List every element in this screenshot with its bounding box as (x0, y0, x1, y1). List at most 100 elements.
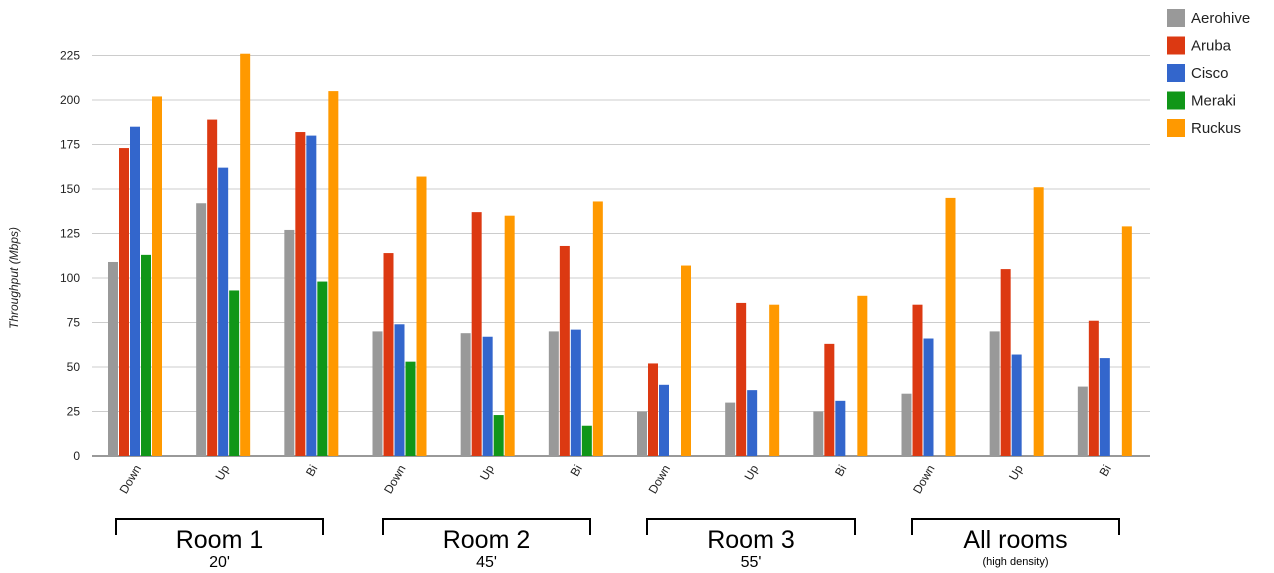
bar-meraki-4 (493, 415, 504, 456)
bar-aruba-8 (824, 343, 835, 456)
y-tick-label: 0 (73, 449, 80, 463)
bar-meraki-5 (581, 425, 592, 456)
x-tick-label: Down (381, 463, 408, 497)
legend-swatch-ruckus (1167, 119, 1185, 137)
x-tick-label: Down (910, 463, 937, 497)
bar-aerohive-6 (637, 411, 647, 456)
bar-aruba-10 (1000, 269, 1011, 456)
bar-cisco-5 (570, 329, 581, 456)
bar-cisco-3 (394, 324, 405, 456)
y-tick-label: 175 (60, 138, 80, 152)
bar-ruckus-7 (769, 304, 780, 456)
bar-aruba-1 (207, 119, 218, 456)
bar-aruba-7 (736, 302, 747, 456)
bar-aerohive-8 (813, 411, 824, 456)
legend-swatch-aruba (1167, 36, 1185, 55)
y-tick-label: 200 (60, 93, 80, 107)
bar-meraki-1 (229, 290, 240, 456)
group-title: All rooms (963, 526, 1067, 554)
y-tick-label: 100 (60, 271, 80, 285)
bar-aruba-4 (471, 212, 482, 456)
y-tick-label: 150 (60, 182, 80, 196)
bar-aruba-5 (559, 245, 570, 456)
group-bracket (911, 518, 1120, 535)
bar-ruckus-9 (945, 197, 956, 456)
legend-swatch-cisco (1167, 64, 1185, 82)
bar-aruba-11 (1088, 320, 1099, 456)
x-tick-label: Bi (303, 463, 320, 479)
bar-aerohive-4 (460, 333, 471, 456)
x-tick-label: Down (646, 463, 673, 497)
bar-aruba-9 (912, 304, 923, 456)
x-axis: Down Up Bi Down Up Bi Down Up Bi Down Up Bi (117, 462, 1114, 496)
x-tick-label: Down (117, 463, 144, 497)
x-tick-label: Bi (1096, 463, 1113, 479)
bar-aerohive-10 (989, 331, 1000, 456)
x-tick-label: Up (212, 462, 232, 483)
bar-cisco-7 (747, 390, 758, 456)
group-subtitle: 20' (209, 554, 230, 571)
y-tick-label: 25 (67, 405, 81, 419)
bar-aerohive-3 (372, 331, 383, 456)
bar-cisco-4 (482, 336, 493, 456)
group-title: Room 1 (176, 526, 264, 554)
y-tick-label: 75 (67, 316, 81, 330)
y-tick-label: 225 (60, 49, 80, 63)
bar-cisco-2 (306, 135, 317, 456)
group-subtitle: (high density) (982, 556, 1048, 568)
bar-aerohive-9 (901, 393, 912, 456)
bar-aerohive-2 (284, 229, 295, 456)
group-subtitle: 45' (476, 554, 497, 571)
bar-meraki-3 (405, 361, 416, 456)
bars (108, 53, 1132, 457)
bar-cisco-11 (1099, 358, 1110, 456)
bar-ruckus-1 (240, 53, 251, 456)
bar-ruckus-4 (504, 215, 515, 456)
group-bracket (646, 518, 856, 535)
bar-cisco-6 (659, 384, 669, 456)
bar-cisco-0 (130, 126, 140, 456)
legend-label-aruba: Aruba (1191, 38, 1232, 55)
bar-meraki-2 (317, 281, 328, 456)
bar-aerohive-0 (108, 261, 118, 456)
y-axis-label: Throughput (Mbps) (7, 227, 21, 329)
bar-ruckus-3 (416, 176, 427, 457)
room-groups: Room 120' Room 245' Room 355' All rooms (hig… (115, 518, 1120, 571)
group-title: Room 2 (443, 526, 531, 554)
y-tick-label: 50 (67, 360, 81, 374)
legend-swatch-aerohive (1167, 9, 1185, 27)
bar-ruckus-5 (592, 201, 603, 456)
legend-label-ruckus: Ruckus (1191, 120, 1241, 137)
x-tick-label: Bi (832, 463, 849, 479)
bar-aruba-6 (648, 363, 658, 456)
legend-label-meraki: Meraki (1191, 93, 1236, 110)
bar-aerohive-11 (1077, 386, 1088, 456)
bar-aruba-2 (295, 132, 306, 457)
bar-cisco-9 (923, 338, 934, 456)
group-subtitle: 55' (741, 554, 762, 571)
bar-cisco-10 (1011, 354, 1022, 456)
group-bracket (382, 518, 591, 535)
bar-ruckus-11 (1121, 226, 1132, 456)
x-tick-label: Up (1006, 462, 1026, 483)
x-tick-label: Up (477, 462, 497, 483)
x-tick-label: Bi (567, 463, 584, 479)
bar-ruckus-2 (328, 91, 339, 456)
y-axis: 0 25 50 75 100 125 150 175 200 225 (60, 49, 80, 464)
legend-label-cisco: Cisco (1191, 65, 1229, 82)
legend: Aerohive Aruba Cisco Meraki Ruckus (1167, 9, 1250, 137)
bar-aerohive-5 (548, 331, 559, 456)
x-tick-label: Up (741, 462, 761, 483)
bar-aruba-0 (119, 148, 129, 456)
bar-cisco-1 (218, 167, 229, 456)
legend-label-aerohive: Aerohive (1191, 10, 1250, 27)
group-title: Room 3 (707, 526, 795, 554)
y-tick-label: 125 (60, 227, 80, 241)
group-bracket (115, 518, 324, 535)
bar-ruckus-10 (1033, 187, 1044, 456)
gridlines (92, 55, 1150, 457)
bar-ruckus-8 (857, 295, 868, 456)
bar-aerohive-1 (196, 203, 207, 456)
bar-aruba-3 (383, 253, 394, 456)
